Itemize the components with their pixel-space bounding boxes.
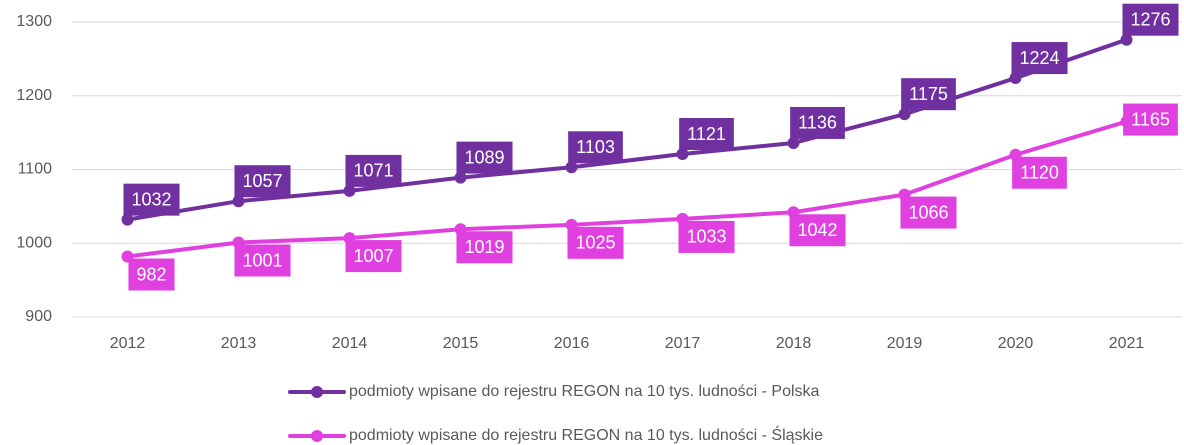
point (1009, 72, 1022, 85)
x-tick-label: 2012 (110, 335, 146, 352)
data-label-box (678, 220, 735, 253)
series-line (127, 37, 1128, 222)
data-label: 1071 (345, 154, 402, 187)
data-label-box (1123, 103, 1178, 136)
point (121, 213, 134, 226)
point (565, 161, 578, 174)
data-label-box (567, 226, 624, 259)
data-label-text: 1025 (575, 233, 615, 253)
data-label-box (234, 165, 291, 198)
y-tick-label: 1300 (16, 13, 52, 30)
data-label: 982 (128, 258, 175, 291)
point (787, 136, 800, 149)
data-label-box (345, 154, 402, 187)
data-label: 1089 (456, 141, 513, 174)
x-tick-label: 2021 (1109, 335, 1145, 352)
y-tick-label: 900 (25, 308, 52, 325)
legend-label: podmioty wpisane do rejestru REGON na 10… (349, 425, 823, 444)
x-tick-label: 2020 (998, 335, 1034, 352)
data-label-text: 1103 (576, 137, 615, 157)
data-label-box (128, 258, 175, 291)
data-label-text: 1136 (798, 113, 837, 133)
data-label: 1025 (567, 226, 624, 259)
data-label-text: 1057 (242, 171, 282, 191)
point (343, 184, 356, 197)
data-label: 1136 (790, 106, 845, 139)
data-label-text: 1224 (1019, 48, 1059, 68)
series-line (127, 119, 1128, 259)
point (1120, 33, 1133, 46)
data-label-text: 1276 (1130, 9, 1170, 29)
data-label-text: 1033 (686, 227, 726, 247)
data-label: 1120 (1012, 156, 1067, 189)
data-label: 1001 (234, 244, 291, 277)
point (454, 171, 467, 184)
data-label-box (345, 240, 402, 273)
data-label: 1066 (900, 196, 957, 229)
data-label: 1121 (679, 118, 734, 151)
data-label-box (789, 214, 846, 247)
data-label-box (790, 106, 845, 139)
data-label-text: 982 (136, 264, 166, 284)
x-tick-label: 2017 (665, 335, 701, 352)
data-label-box (900, 196, 957, 229)
data-label: 1276 (1122, 3, 1179, 36)
x-tick-label: 2015 (443, 335, 479, 352)
data-label-text: 1066 (908, 202, 948, 222)
data-label: 1103 (568, 131, 623, 164)
data-label-box (901, 78, 956, 111)
x-tick-label: 2019 (887, 335, 923, 352)
data-label-box (568, 131, 623, 164)
data-label-text: 1089 (464, 147, 504, 167)
data-label-box (234, 244, 291, 277)
data-label-text: 1042 (797, 220, 837, 240)
data-label-text: 1071 (353, 161, 393, 181)
data-label-box (1122, 3, 1179, 36)
data-label: 1175 (901, 78, 956, 111)
data-label-box (123, 183, 180, 216)
data-label: 1224 (1011, 42, 1068, 75)
data-label: 1032 (123, 183, 180, 216)
data-label: 1042 (789, 214, 846, 247)
data-label: 1007 (345, 240, 402, 273)
legend-marker (311, 430, 323, 442)
x-tick-label: 2014 (332, 335, 368, 352)
y-tick-label: 1100 (18, 161, 53, 178)
data-label-box (1011, 42, 1068, 75)
x-tick-label: 2016 (554, 335, 590, 352)
data-label: 1057 (234, 165, 291, 198)
y-tick-label: 1200 (16, 87, 52, 104)
data-label: 1033 (678, 220, 735, 253)
x-tick-label: 2018 (776, 335, 812, 352)
point (898, 108, 911, 121)
legend-label: podmioty wpisane do rejestru REGON na 10… (349, 383, 820, 400)
data-label-text: 1175 (909, 84, 948, 104)
data-label-text: 1120 (1020, 163, 1059, 183)
data-label: 1165 (1123, 103, 1178, 136)
data-label-text: 1019 (464, 237, 504, 257)
data-label-box (1012, 156, 1067, 189)
data-label-text: 1007 (353, 246, 393, 266)
data-label-box (679, 118, 734, 151)
legend-marker (311, 386, 323, 398)
data-label-text: 1165 (1131, 109, 1170, 129)
point (676, 148, 689, 161)
data-label-text: 1121 (687, 124, 726, 144)
data-label-text: 1001 (242, 250, 282, 270)
data-label-text: 1032 (131, 189, 171, 209)
point (232, 195, 245, 208)
x-tick-label: 2013 (221, 335, 257, 352)
y-tick-label: 1000 (16, 234, 52, 251)
data-label-box (456, 231, 513, 264)
data-label: 1019 (456, 231, 513, 264)
data-label-box (456, 141, 513, 174)
